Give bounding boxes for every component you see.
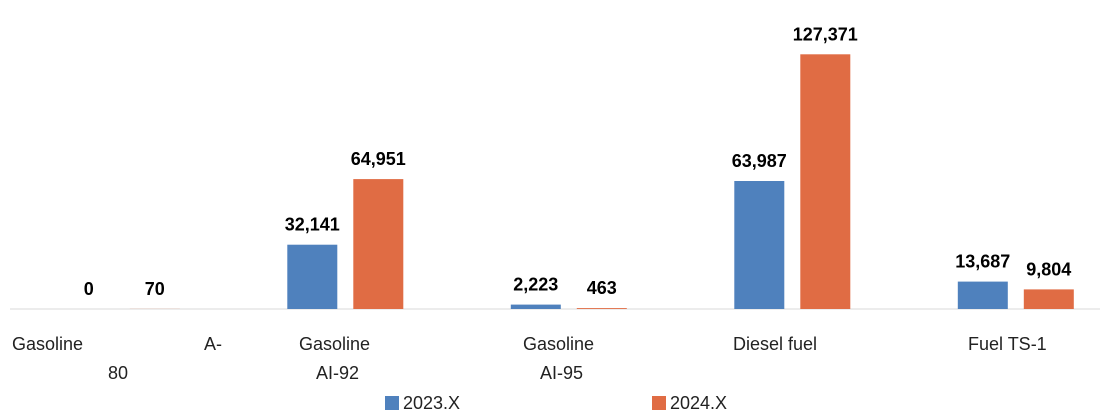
- category-label-ai92-line1: Gasoline: [299, 333, 370, 355]
- data-label-2023X-4: 13,687: [955, 252, 1010, 272]
- data-label-2024X-2: 463: [587, 278, 617, 298]
- data-label-2023X-3: 63,987: [732, 151, 787, 171]
- category-label-ai95-line2: AI-95: [540, 362, 583, 384]
- bar-2023X-4: [958, 282, 1008, 309]
- bar-2024X-3: [800, 54, 850, 309]
- category-label-diesel: Diesel fuel: [733, 333, 817, 355]
- legend-swatch-2023: [385, 396, 399, 410]
- category-label-a80-line1-right: A-: [204, 333, 222, 355]
- legend-item-2023: 2023.X: [385, 393, 460, 413]
- data-label-2024X-1: 64,951: [351, 149, 406, 169]
- category-label-ts1: Fuel TS-1: [968, 333, 1047, 355]
- bar-2023X-2: [511, 305, 561, 309]
- category-label-a80-line1-left: Gasoline: [12, 333, 83, 355]
- data-label-2024X-0: 70: [145, 279, 165, 299]
- category-label-ai95-line1: Gasoline: [523, 333, 594, 355]
- bar-2024X-4: [1024, 289, 1074, 309]
- bars-group: [130, 54, 1074, 309]
- legend-label-2023: 2023.X: [403, 393, 460, 413]
- bar-2024X-1: [353, 179, 403, 309]
- legend-item-2024: 2024.X: [652, 393, 727, 413]
- bar-2023X-3: [734, 181, 784, 309]
- category-label-a80-line2: 80: [108, 362, 128, 384]
- data-label-2023X-0: 0: [84, 279, 94, 299]
- data-label-2024X-4: 9,804: [1026, 259, 1071, 279]
- value-labels-group: 0 70 32,141 64,951 2,223 463 63,987 127,371 13,6…: [84, 24, 1072, 299]
- legend-swatch-2024: [652, 396, 666, 410]
- bar-2023X-1: [287, 245, 337, 309]
- bar-2024X-2: [577, 308, 627, 309]
- data-label-2023X-1: 32,141: [285, 215, 340, 235]
- legend-label-2024: 2024.X: [670, 393, 727, 413]
- category-label-ai92-line2: AI-92: [316, 362, 359, 384]
- data-label-2024X-3: 127,371: [793, 24, 858, 44]
- data-label-2023X-2: 2,223: [513, 275, 558, 295]
